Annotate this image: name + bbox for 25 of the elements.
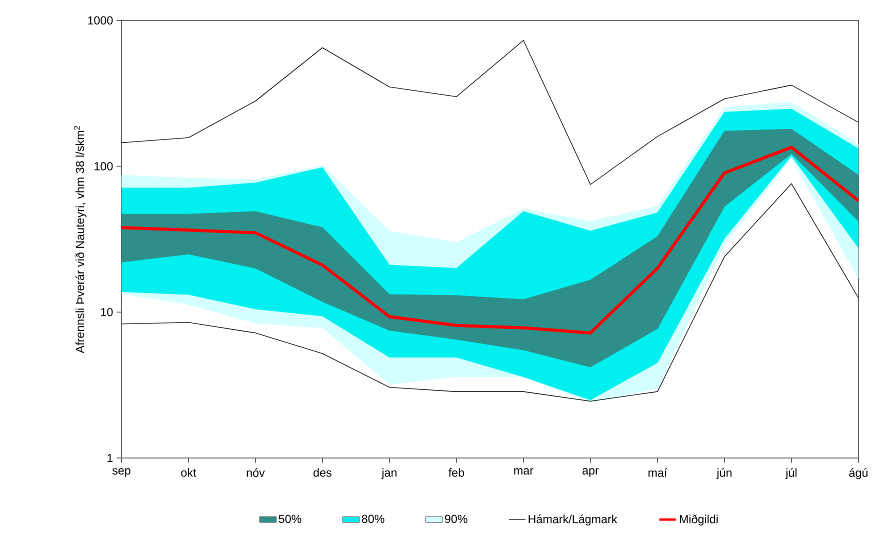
x-tick-label: nóv: [246, 468, 265, 477]
x-tick-label: mar: [514, 468, 534, 474]
legend-label: 50%: [278, 514, 302, 523]
x-tick-label: sep: [112, 468, 130, 477]
line-series: [121, 183, 858, 402]
legend-label: Miðgildi: [680, 514, 718, 526]
legend-label: 90%: [444, 514, 468, 523]
y-tick-label: 100: [94, 162, 113, 170]
x-tick-label: des: [314, 468, 332, 477]
x-tick-label: feb: [448, 468, 464, 477]
x-tick-label: júl: [785, 468, 797, 480]
x-tick-label: ágú: [849, 468, 868, 480]
x-tick-label: jan: [381, 468, 396, 479]
x-tick-label: apr: [582, 468, 599, 477]
legend-label: Hámark/Lágmark: [528, 514, 618, 526]
y-tick-label: 10: [101, 308, 113, 316]
x-tick-label: maí: [648, 468, 668, 477]
y-axis-title: Afrennsli Þverár við Nauteyri, vhm 38 l/skm$^{2}$: [74, 126, 86, 354]
x-tick-label: jún: [716, 468, 732, 480]
line-series: [121, 40, 858, 185]
line-series: [121, 146, 858, 334]
legend-label: 80%: [362, 514, 384, 523]
x-tick-label: okt: [181, 468, 196, 477]
y-tick-label: 1000: [88, 16, 113, 24]
y-tick-label: 1: [108, 454, 113, 462]
